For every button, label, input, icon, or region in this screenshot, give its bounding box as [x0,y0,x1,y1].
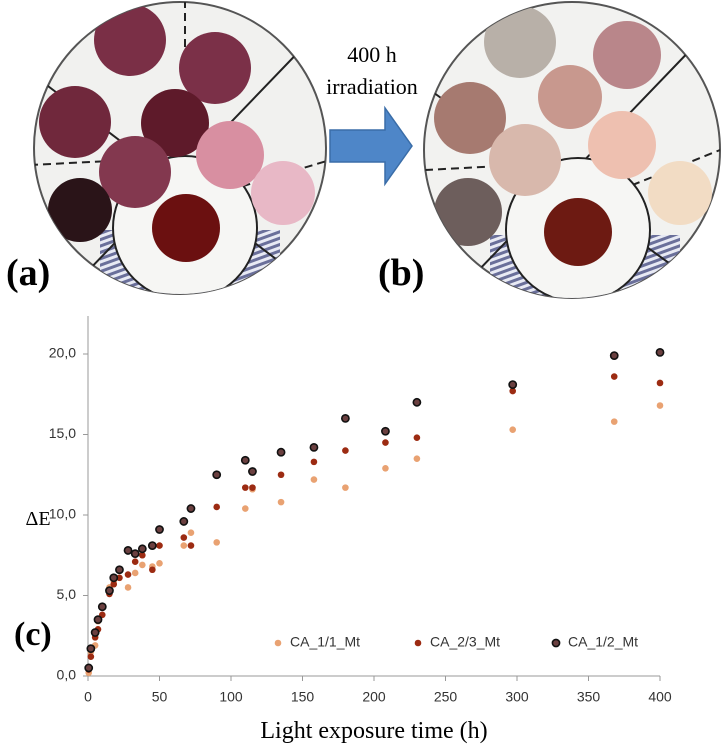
data-point [125,571,132,578]
legend-label: CA_1/1_Mt [290,634,360,650]
data-point [187,505,194,512]
data-point [149,542,156,549]
data-point [188,529,195,536]
x-axis-label: Light exposure time (h) [260,718,487,744]
photo-a [30,0,330,300]
data-point [87,645,94,652]
x-tick-label: 200 [362,689,386,705]
data-point [88,653,95,660]
data-point [278,499,285,506]
x-tick-label: 400 [648,689,672,705]
data-point [132,570,139,577]
data-point [509,381,516,388]
y-tick-label: 0,0 [57,667,77,683]
y-tick-label: 20,0 [49,345,76,361]
data-point [213,504,220,511]
data-point [382,465,389,472]
data-point [342,484,349,491]
data-point [99,603,106,610]
y-tick-label: 10,0 [49,506,76,522]
x-tick-label: 0 [84,689,92,705]
data-point [414,434,421,441]
data-point [180,518,187,525]
arrow-text: irradiation [326,74,418,99]
data-point [509,426,516,433]
data-point [242,484,249,491]
data-point [242,457,249,464]
x-tick-label: 300 [505,689,529,705]
data-point [116,566,123,573]
x-tick-label: 350 [577,689,601,705]
y-tick-label: 15,0 [49,425,76,441]
legend-label: CA_2/3_Mt [430,634,500,650]
legend-label: CA_1/2_Mt [568,634,638,650]
arrow-text: 400 h [347,42,397,67]
data-point [94,616,101,623]
data-point [656,349,663,356]
panel-label: (c) [14,616,52,653]
data-point [311,459,318,466]
data-point [310,444,317,451]
data-point [277,449,284,456]
data-point [132,550,139,557]
data-point [342,447,349,454]
arrow [330,108,412,184]
data-point [125,584,132,591]
data-point [124,547,131,554]
legend-marker [275,640,282,647]
data-point [181,542,188,549]
data-point [156,526,163,533]
legend-marker [552,639,559,646]
data-point [139,545,146,552]
data-point [106,587,113,594]
data-point [278,471,285,478]
data-point [611,352,618,359]
data-point [181,534,188,541]
data-point [242,505,249,512]
legend-marker [415,640,422,647]
data-point [657,380,664,387]
x-tick-label: 250 [434,689,458,705]
data-point [85,664,92,671]
data-point [139,562,146,569]
data-point [311,476,318,483]
data-point [213,471,220,478]
y-axis-label: ΔE [25,508,50,530]
data-point [611,418,618,425]
panel-label: (a) [6,252,50,294]
data-point [382,439,389,446]
data-point [132,558,139,565]
data-point [611,373,618,380]
data-point [156,542,163,549]
data-point [414,455,421,462]
data-point [213,539,220,546]
data-point [382,428,389,435]
photo-b [424,2,720,305]
panel-label: (b) [378,252,424,294]
x-tick-label: 150 [291,689,315,705]
data-point [92,629,99,636]
data-point [188,542,195,549]
x-tick-label: 50 [152,689,168,705]
y-tick-label: 5,0 [57,586,77,602]
data-point [342,415,349,422]
data-point [156,560,163,567]
data-point [249,484,256,491]
data-point [413,399,420,406]
figure: 400 h irradiation (a) (b) (c) ΔE Light e… [0,0,723,751]
data-point [249,468,256,475]
data-point [110,574,117,581]
x-tick-label: 100 [219,689,243,705]
data-point [657,402,664,409]
data-point [149,566,156,573]
